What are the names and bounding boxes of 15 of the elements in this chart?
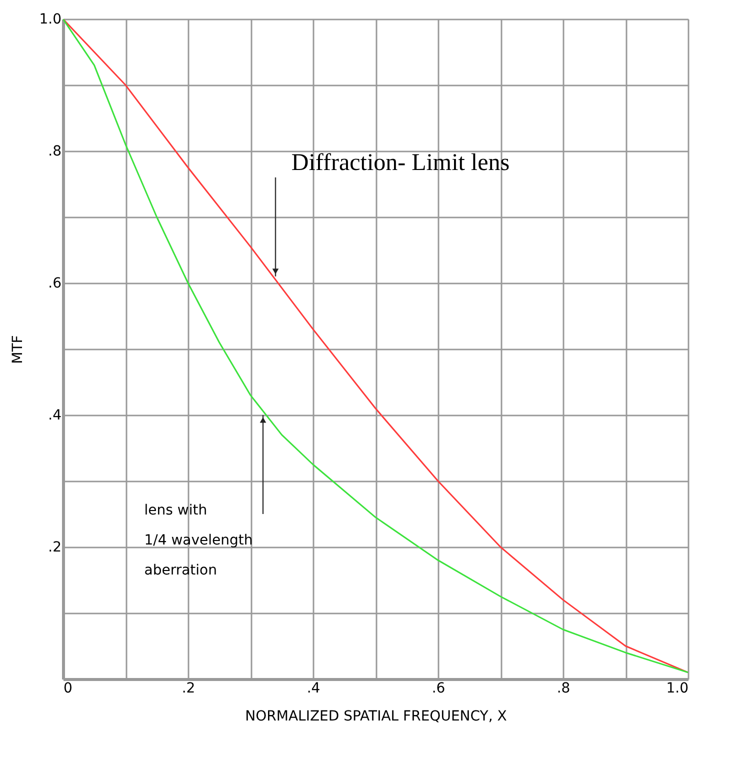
x-tick-label: 1.0 [666,680,688,696]
y-axis-title: MTF [10,335,26,364]
annotation: lens with 1/4 wavelength aberration [144,502,253,579]
x-axis-title: NORMALIZED SPATIAL FREQUENCY, X [245,708,508,724]
y-tick-label: 1.0 [39,12,62,28]
y-tick-label: .6 [48,276,62,292]
annotation: Diffraction- Limit lens [291,150,510,176]
y-tick-label: .2 [48,540,62,556]
x-tick-label: .8 [556,680,570,696]
y-tick-label: .4 [48,408,62,424]
x-tick-label: 0 [64,680,72,696]
x-tick-label: .4 [306,680,320,696]
x-tick-label: .6 [432,680,446,696]
x-tick-label: .2 [182,680,196,696]
y-tick-label: .8 [48,144,62,160]
